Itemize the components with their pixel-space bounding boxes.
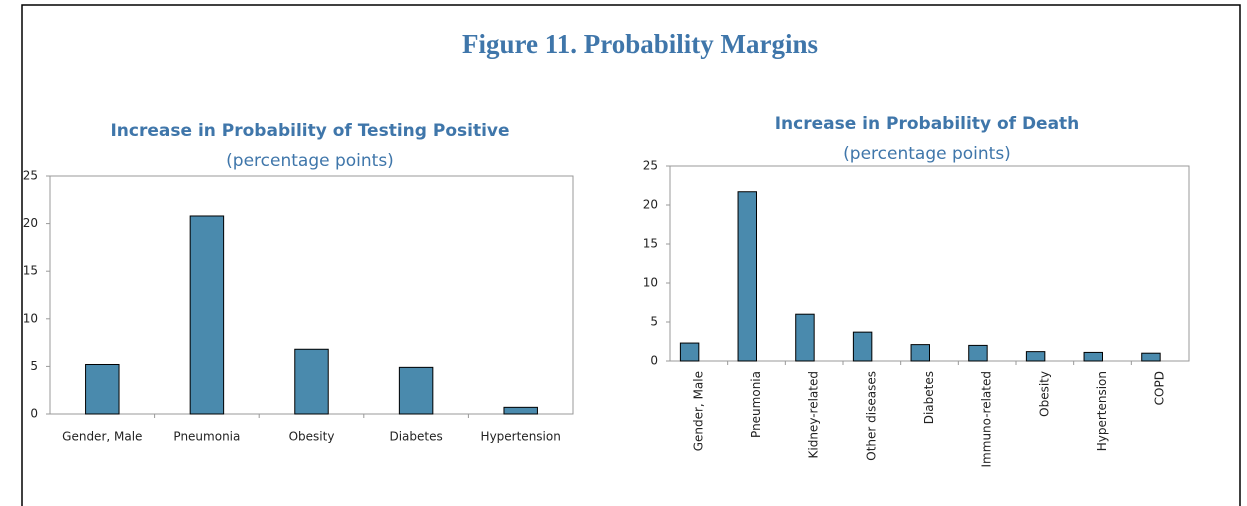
x-tick-label: Diabetes <box>389 430 442 444</box>
x-tick-label: Diabetes <box>922 371 936 424</box>
x-tick-label: Kidney-related <box>807 371 821 458</box>
bar <box>294 348 329 415</box>
bar <box>795 313 815 362</box>
x-tick-label: Other diseases <box>864 371 878 461</box>
bar <box>852 331 873 362</box>
chart-subtitle: (percentage points) <box>226 151 394 171</box>
y-tick-label: 20 <box>643 198 658 212</box>
y-tick-label: 5 <box>650 315 658 329</box>
y-tick-label: 15 <box>23 264 38 278</box>
bar <box>85 363 120 415</box>
x-tick-label: Obesity <box>1037 371 1051 417</box>
y-tick-label: 10 <box>23 311 38 325</box>
bar <box>679 342 700 362</box>
bar <box>503 406 538 415</box>
y-tick-label: 25 <box>23 169 38 183</box>
x-tick-label: Obesity <box>289 430 335 444</box>
bar <box>910 344 931 362</box>
bar <box>968 344 988 362</box>
y-tick-label: 20 <box>23 216 38 230</box>
y-tick-label: 0 <box>650 354 658 368</box>
chart-subtitle: (percentage points) <box>843 144 1011 164</box>
y-tick-label: 25 <box>643 159 658 173</box>
x-tick-label: Gender, Male <box>691 371 705 451</box>
bar <box>189 215 225 415</box>
y-tick-label: 0 <box>30 407 38 421</box>
bar <box>737 191 758 362</box>
x-tick-label: Hypertension <box>481 430 561 444</box>
x-tick-label: COPD <box>1153 371 1167 405</box>
chart-title: Increase in Probability of Testing Posit… <box>110 121 509 141</box>
y-tick-label: 10 <box>643 276 658 290</box>
bar <box>398 366 434 415</box>
chart-title: Increase in Probability of Death <box>775 114 1080 134</box>
x-tick-label: Gender, Male <box>62 430 142 444</box>
x-tick-label: Pneumonia <box>173 430 240 444</box>
figure-title: Figure 11. Probability Margins <box>462 29 818 59</box>
x-tick-label: Immuno-related <box>980 371 994 467</box>
x-tick-label: Hypertension <box>1095 371 1109 451</box>
bar <box>1141 352 1161 362</box>
figure-border <box>21 4 1241 506</box>
y-tick-label: 15 <box>643 237 658 251</box>
bar <box>1025 351 1046 362</box>
y-tick-label: 5 <box>30 359 38 373</box>
bar <box>1083 351 1103 362</box>
x-tick-label: Pneumonia <box>749 371 763 438</box>
